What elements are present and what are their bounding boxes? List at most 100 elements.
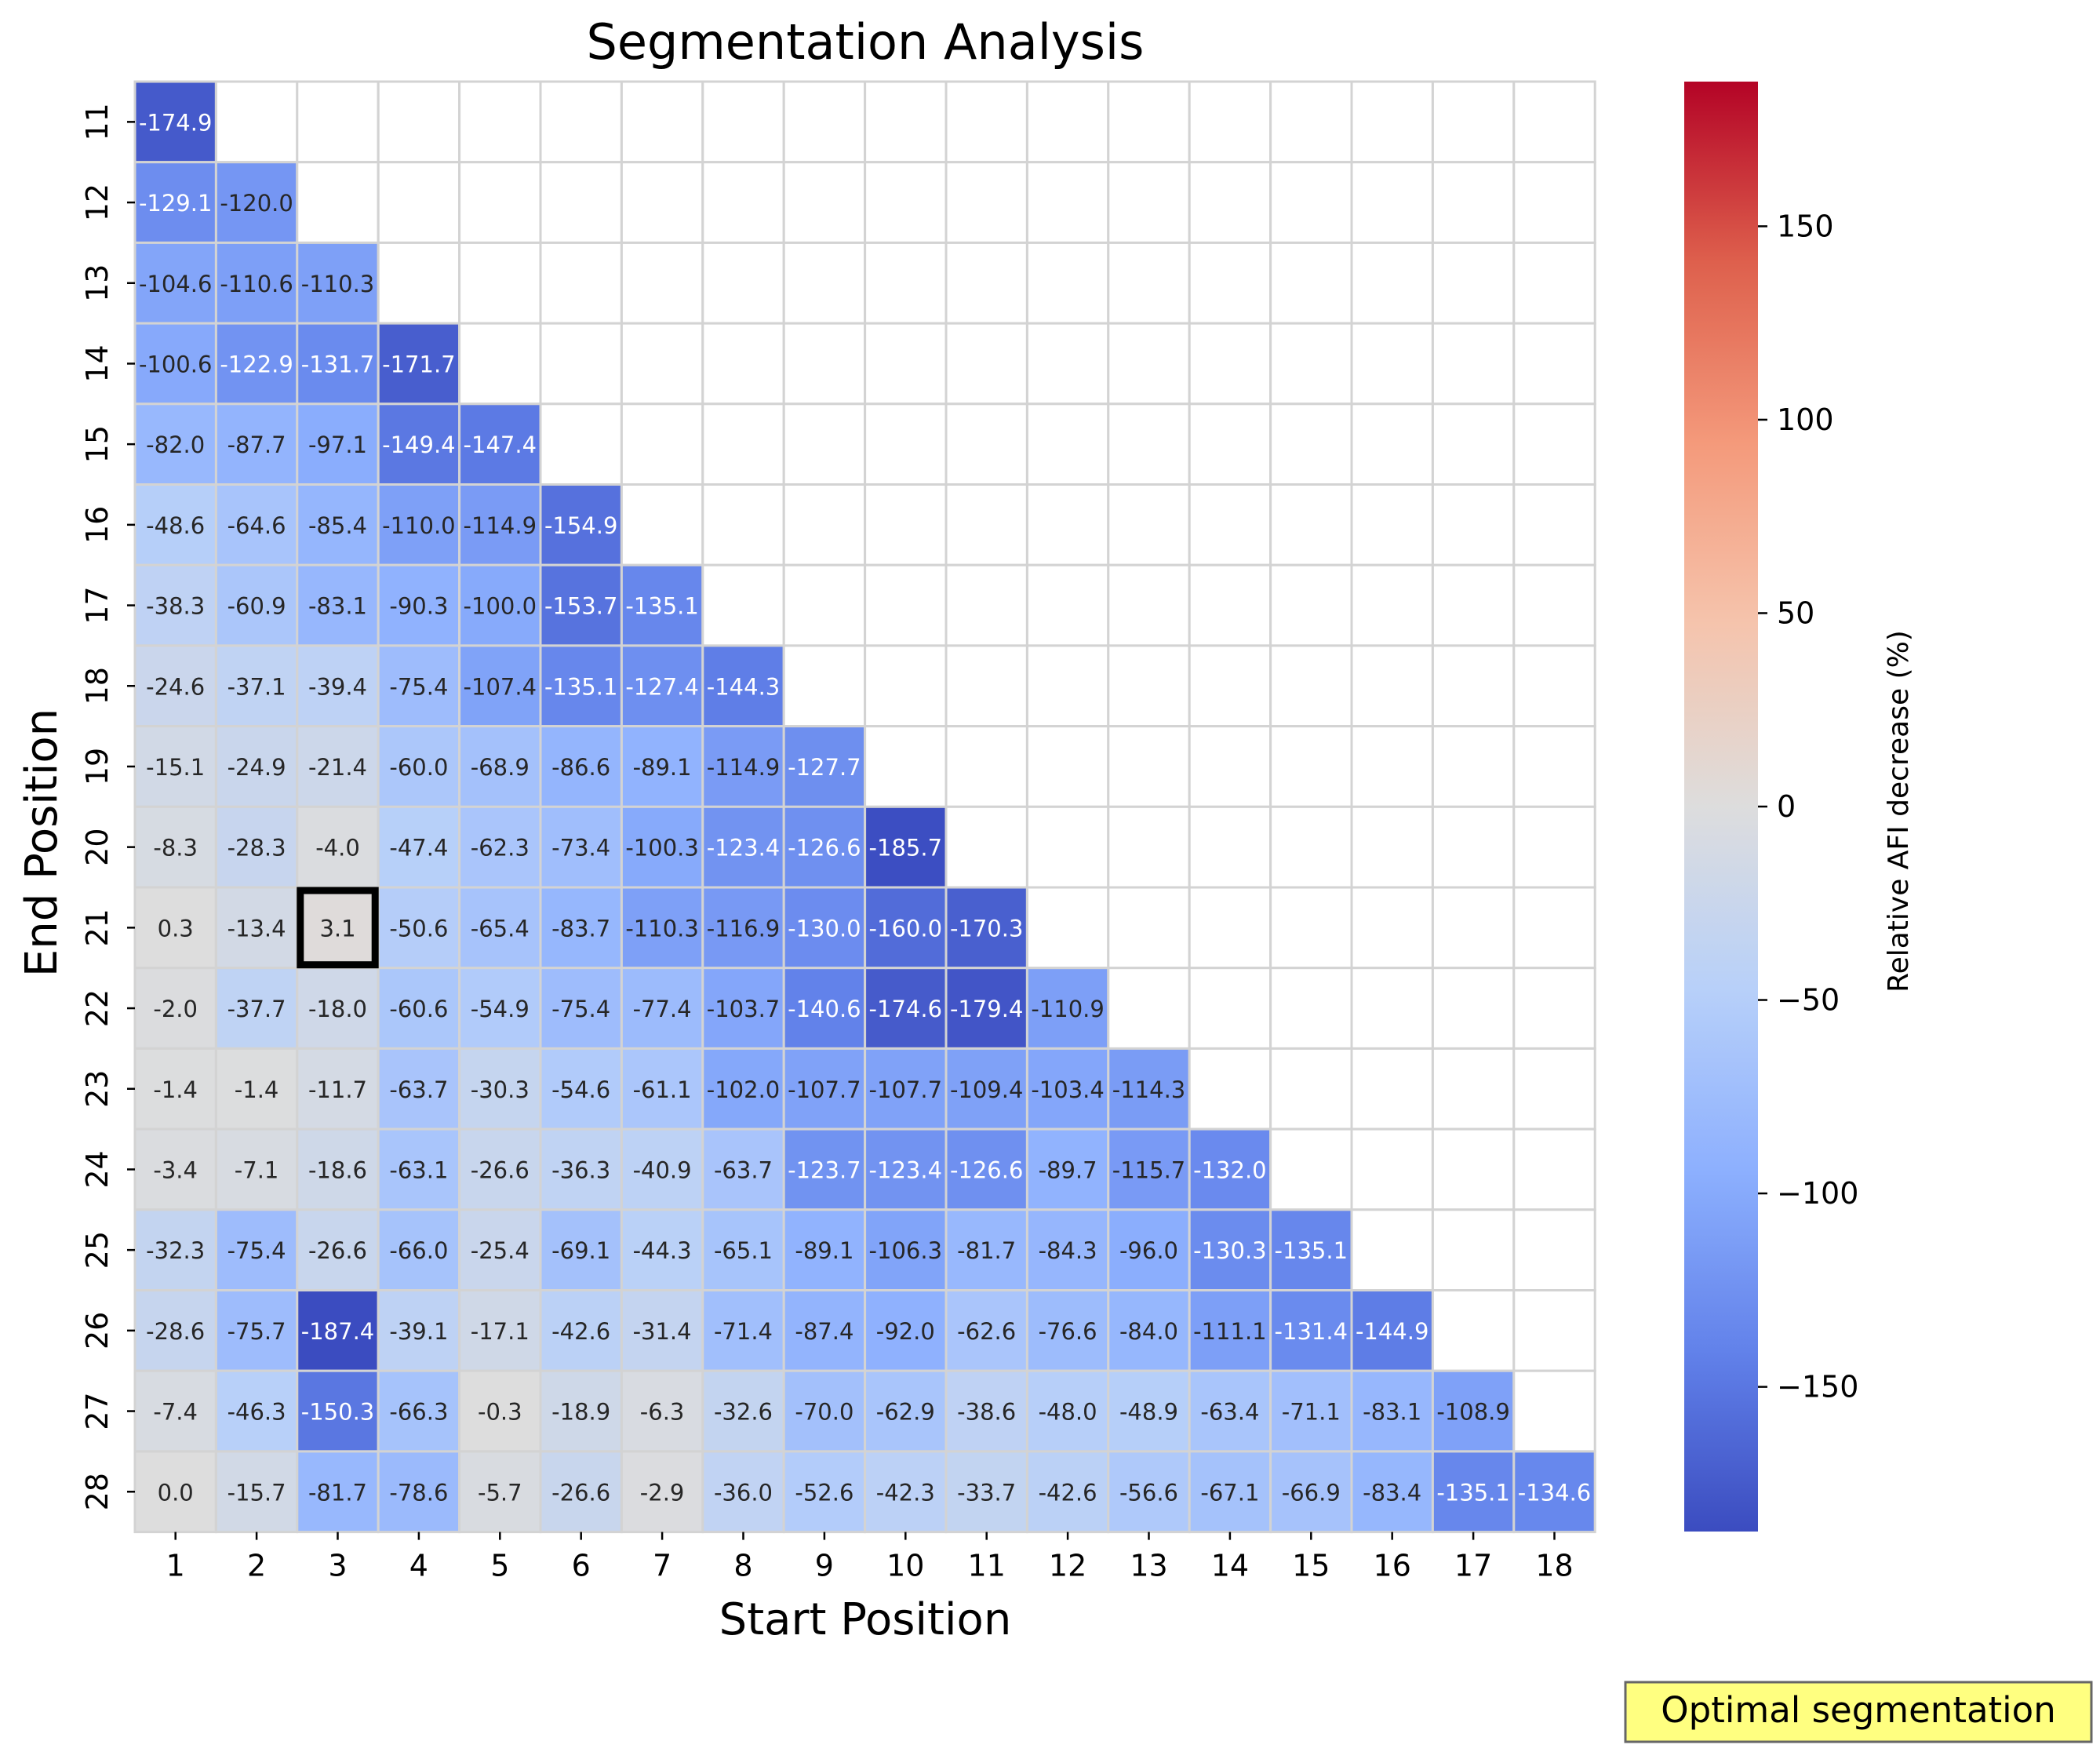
heatmap-cell	[1107, 1450, 1191, 1534]
y-tick-label: 24	[80, 1150, 115, 1188]
cell-value-label: -110.0	[382, 512, 456, 539]
cell-value-label: -109.4	[950, 1076, 1024, 1103]
cell-value-label: -52.6	[795, 1479, 853, 1506]
cell-value-label: -174.6	[869, 996, 943, 1022]
heatmap-cell	[944, 1208, 1028, 1292]
empty-cell	[782, 644, 867, 728]
x-tick-label: 8	[733, 1549, 752, 1583]
empty-cell	[1188, 725, 1272, 808]
empty-cell	[1188, 402, 1272, 486]
empty-cell	[1269, 563, 1353, 647]
empty-cell	[1512, 161, 1596, 244]
empty-cell	[1107, 241, 1191, 325]
cell-value-label: -90.3	[389, 593, 448, 620]
heatmap-cell	[701, 1289, 785, 1372]
empty-cell	[1350, 80, 1434, 164]
cell-value-label: -82.0	[146, 432, 205, 458]
empty-cell	[620, 161, 704, 244]
cell-value-label: -2.9	[640, 1479, 685, 1506]
empty-cell	[539, 161, 623, 244]
cell-value-label: -26.6	[308, 1237, 367, 1264]
empty-cell	[944, 805, 1028, 889]
empty-cell	[1188, 644, 1272, 728]
cell-value-label: -62.6	[957, 1318, 1016, 1345]
heatmap-cell	[458, 483, 542, 566]
heatmap-cell	[133, 886, 217, 970]
cell-value-label: -116.9	[707, 915, 781, 942]
empty-cell	[1512, 1369, 1596, 1453]
cell-value-label: -110.3	[625, 915, 699, 942]
heatmap-cell	[944, 1289, 1028, 1372]
empty-cell	[1025, 322, 1110, 406]
cell-value-label: -38.3	[146, 593, 205, 620]
x-tick-label: 17	[1454, 1549, 1492, 1583]
heatmap-cell	[377, 402, 461, 486]
colorbar: 150 100 50 0 −50 −100 −150	[1684, 82, 1858, 1532]
empty-cell	[1431, 402, 1516, 486]
cell-value-label: -48.6	[146, 512, 205, 539]
cell-value-label: -61.1	[633, 1076, 692, 1103]
cell-value-label: -50.6	[389, 915, 448, 942]
heatmap-cell	[701, 1127, 785, 1211]
heatmap-cell	[133, 967, 217, 1050]
empty-cell	[1269, 1047, 1353, 1131]
empty-cell	[1107, 725, 1191, 808]
cell-value-label: -123.4	[869, 1156, 943, 1183]
heatmap-cell	[620, 1289, 704, 1372]
cell-value-label: -69.1	[551, 1237, 610, 1264]
cell-value-label: -8.3	[153, 835, 198, 861]
cell-value-label: -54.9	[471, 996, 530, 1022]
empty-cell	[1188, 563, 1272, 647]
empty-cell	[1269, 644, 1353, 728]
empty-cell	[1512, 725, 1596, 808]
empty-cell	[944, 402, 1028, 486]
x-tick-label: 1	[166, 1549, 185, 1583]
cell-value-label: -32.6	[714, 1399, 773, 1426]
heatmap-cell	[864, 805, 948, 889]
cell-value-label: -6.3	[640, 1399, 685, 1426]
cell-value-label: -30.3	[471, 1076, 530, 1103]
x-axis-ticks: 1 2 3 4 5 6 7 8 9 10 11 12 13 14 15 16 17 18	[166, 1532, 1574, 1583]
cell-value-label: -89.1	[795, 1237, 853, 1264]
heatmap-cell	[782, 1369, 867, 1453]
cell-value-label: -37.7	[227, 996, 286, 1022]
empty-cell	[944, 241, 1028, 325]
heatmap-cell	[1107, 1369, 1191, 1453]
cell-value-label: -42.6	[551, 1318, 610, 1345]
empty-cell	[1107, 80, 1191, 164]
cell-value-label: -38.6	[957, 1399, 1016, 1426]
empty-cell	[1107, 322, 1191, 406]
heatmap-cell	[782, 805, 867, 889]
cell-value-label: -11.7	[308, 1076, 367, 1103]
heatmap-cell	[1269, 1450, 1353, 1534]
cell-value-label: -108.9	[1436, 1399, 1510, 1426]
empty-cell	[1025, 402, 1110, 486]
heatmap-cell	[539, 886, 623, 970]
heatmap-cell	[1188, 1208, 1272, 1292]
cell-value-label: -134.6	[1518, 1479, 1592, 1506]
heatmap-cell	[214, 1369, 299, 1453]
cell-value-label: -44.3	[633, 1237, 692, 1264]
empty-cell	[1512, 1208, 1596, 1292]
empty-cell	[1350, 1208, 1434, 1292]
cell-value-label: -104.6	[139, 271, 213, 297]
cell-value-label: -107.4	[464, 673, 537, 700]
heatmap-cell	[1025, 1289, 1110, 1372]
heatmap-cell	[296, 1047, 380, 1131]
cell-value-label: -26.6	[471, 1156, 530, 1183]
cell-value-label: -39.1	[389, 1318, 448, 1345]
x-tick-label: 13	[1130, 1549, 1167, 1583]
cell-value-label: -60.9	[227, 593, 286, 620]
empty-cell	[1512, 1127, 1596, 1211]
cell-value-label: -132.0	[1193, 1156, 1267, 1183]
cell-value-label: -37.1	[227, 673, 286, 700]
cell-value-label: -92.0	[876, 1318, 935, 1345]
empty-cell	[1350, 563, 1434, 647]
cell-value-label: -130.0	[788, 915, 861, 942]
empty-cell	[782, 161, 867, 244]
cell-value-label: -42.3	[876, 1479, 935, 1506]
x-tick-label: 12	[1049, 1549, 1086, 1583]
y-tick-label: 28	[80, 1473, 115, 1510]
empty-cell	[1107, 805, 1191, 889]
heatmap-cell	[620, 1369, 704, 1453]
